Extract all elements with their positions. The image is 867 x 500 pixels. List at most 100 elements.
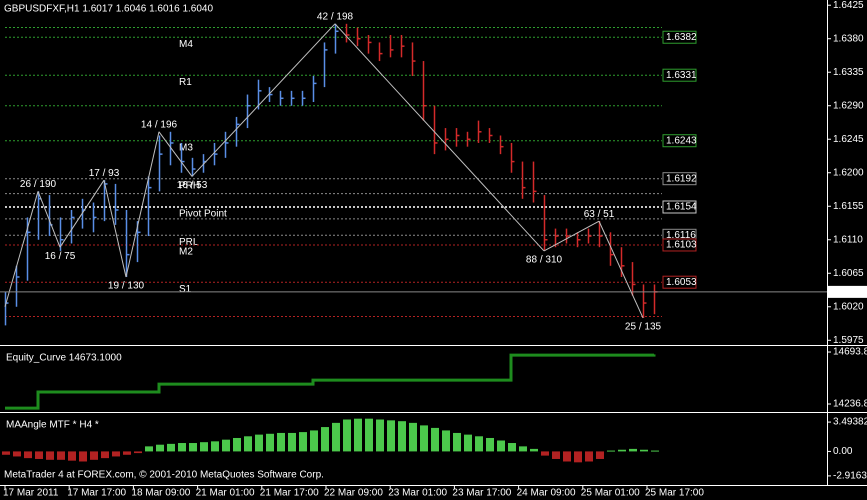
- histogram-bar: [167, 443, 175, 452]
- histogram-bar: [530, 448, 538, 452]
- level-value: 1.6192: [666, 173, 697, 184]
- zigzag-label: 88 / 310: [526, 255, 563, 266]
- zigzag-leg: [37, 191, 61, 248]
- x-tick-label: 17 Mar 17:00: [67, 488, 126, 499]
- histogram-bar: [57, 451, 65, 460]
- histogram-bar: [640, 449, 648, 452]
- histogram-bar: [123, 451, 131, 455]
- histogram-bar: [156, 444, 164, 452]
- histogram-bar: [255, 434, 263, 452]
- level-value-box: [662, 172, 697, 186]
- level-value: 1.6243: [666, 135, 697, 146]
- histogram-bar: [365, 418, 373, 452]
- y-tick-label: 1.6155: [833, 201, 864, 212]
- histogram-bar: [486, 437, 494, 452]
- y-tick-label: 14693.8: [833, 347, 867, 358]
- histogram-bar: [541, 451, 549, 456]
- zigzag-leg: [59, 179, 105, 248]
- histogram-bar: [431, 427, 439, 452]
- zigzag-label: 42 / 198: [317, 11, 354, 22]
- y-tick-label: 1.6425: [833, 0, 864, 11]
- histogram-bar: [35, 451, 43, 459]
- zigzag-label: 14 / 196: [141, 119, 178, 130]
- histogram-bar: [563, 451, 571, 462]
- histogram-bar: [497, 440, 505, 452]
- level-value-box: [662, 200, 697, 214]
- histogram-bar: [387, 420, 395, 452]
- footer: MetaTrader 4 at FOREX.com, © 2001-2010 M…: [4, 470, 324, 481]
- panel-title: MAAngle MTF * H4 *: [6, 420, 99, 431]
- y-tick-label: -2.91637: [833, 471, 867, 482]
- y-tick-label: 3.49382: [833, 417, 867, 428]
- x-tick-label: 21 Mar 01:00: [196, 488, 255, 499]
- histogram-bar: [343, 419, 351, 452]
- level-value: 1.6331: [666, 70, 697, 81]
- histogram-bar: [222, 439, 230, 452]
- histogram-bar: [585, 451, 593, 462]
- zigzag-label: 17 / 93: [89, 168, 120, 179]
- histogram-bar: [90, 451, 98, 460]
- level-value: 1.6116: [666, 230, 696, 241]
- y-tick-label: 1.6020: [833, 301, 864, 312]
- chart-title: GBPUSDFXF,H1 1.6017 1.6046 1.6016 1.6040: [4, 4, 213, 15]
- level-label: PRH: [179, 180, 200, 191]
- histogram-bar: [277, 432, 285, 452]
- x-tick-label: 18 Mar 09:00: [131, 488, 190, 499]
- histogram-bar: [200, 442, 208, 452]
- level-label: M2: [179, 247, 193, 258]
- level-value: 1.6053: [666, 277, 697, 288]
- zigzag-leg: [191, 23, 336, 177]
- histogram-bar: [332, 422, 340, 452]
- histogram-bar: [321, 427, 329, 452]
- y-tick-label: 1.6290: [833, 100, 864, 111]
- level-label: PRL: [179, 237, 199, 248]
- histogram-bar: [101, 451, 109, 459]
- x-tick-label: 22 Mar 09:00: [324, 488, 383, 499]
- histogram-bar: [178, 443, 186, 452]
- y-tick-label: 1.6245: [833, 134, 864, 145]
- y-tick-label: 0.00: [833, 446, 853, 457]
- histogram-bar: [596, 451, 604, 459]
- zigzag-label: 26 / 190: [20, 179, 57, 190]
- histogram-bar: [134, 451, 142, 454]
- level-label: M4: [179, 39, 193, 50]
- histogram-bar: [299, 432, 307, 452]
- histogram-bar: [266, 433, 274, 452]
- histogram-bar: [145, 446, 153, 452]
- histogram-bar: [453, 432, 461, 452]
- histogram-bar: [2, 451, 10, 455]
- zigzag-label: 16 / 75: [45, 251, 76, 262]
- zigzag-leg: [4, 191, 39, 307]
- y-tick-label: 14236.8: [833, 399, 867, 410]
- histogram-bar: [618, 449, 626, 452]
- zigzag-leg: [334, 23, 545, 252]
- histogram-bar: [398, 421, 406, 452]
- y-tick-label: 1.6335: [833, 67, 864, 78]
- histogram-bar: [607, 450, 615, 452]
- equity-curve: [5, 353, 656, 410]
- level-value-box: [662, 134, 697, 148]
- histogram-bar: [376, 419, 384, 452]
- histogram-bar: [552, 451, 560, 459]
- histogram-bar: [13, 451, 21, 457]
- zigzag-leg: [103, 180, 127, 278]
- x-tick-label: 23 Mar 01:00: [388, 488, 447, 499]
- y-tick-label: 1.6200: [833, 167, 864, 178]
- level-label: M3: [179, 142, 193, 153]
- histogram-bar: [442, 430, 450, 452]
- histogram-bar: [475, 436, 483, 452]
- level-value-box: [662, 30, 697, 44]
- zigzag-leg: [125, 131, 160, 278]
- y-tick-label: 1.6110: [833, 234, 863, 245]
- level-value-box: [662, 68, 697, 82]
- histogram-bar: [288, 432, 296, 452]
- level-value-box: [662, 238, 697, 252]
- histogram-bar: [354, 418, 362, 452]
- histogram-bar: [46, 451, 54, 460]
- y-tick-label: 1.5975: [833, 335, 864, 346]
- histogram-bar: [244, 436, 252, 452]
- x-tick-label: 24 Mar 09:00: [517, 488, 576, 499]
- zigzag-label: 19 / 130: [108, 281, 145, 292]
- histogram-bar: [189, 443, 197, 452]
